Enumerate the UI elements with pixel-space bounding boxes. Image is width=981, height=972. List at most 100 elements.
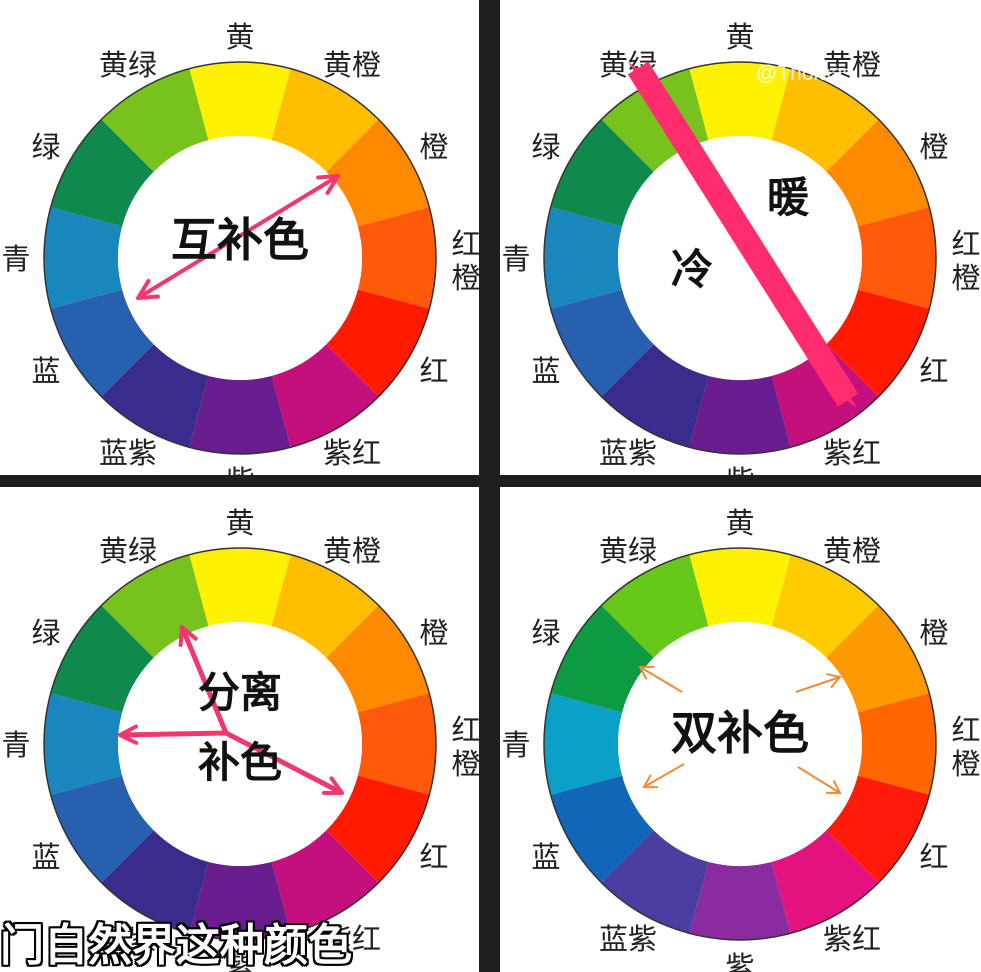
- wheel-segment-qing: [44, 207, 123, 309]
- double-comp-arrow-head-3: [642, 774, 659, 789]
- wheel-outline: [43, 547, 437, 941]
- label-huanglv: 黄绿: [99, 534, 157, 568]
- wheel-segment-qing: [544, 693, 623, 795]
- wheel-segment-hong: [826, 775, 930, 883]
- wheel-segment-hongcheng: [857, 207, 936, 309]
- video-subtitle: 门自然界这种颜色: [0, 920, 352, 971]
- label-hong: 红: [919, 840, 948, 874]
- double-comp-arrow-2: [795, 676, 841, 693]
- complementary-arrow-line: [136, 174, 340, 300]
- wheel-center: [618, 622, 862, 866]
- label-huangcheng: 黄橙: [823, 48, 881, 82]
- label-hongcheng: 红橙: [451, 227, 479, 295]
- wheel-segment-hongcheng: [857, 693, 936, 795]
- label-zihong: 紫红: [323, 436, 381, 470]
- label-lan: 蓝: [32, 840, 61, 874]
- wheel-segment-cheng: [326, 119, 430, 227]
- label-lan: 蓝: [532, 840, 561, 874]
- wheel-segment-zi: [189, 861, 291, 940]
- wheel-segment-lv: [50, 119, 154, 227]
- wheel-segment-hongcheng: [357, 693, 436, 795]
- wheel-outline: [543, 61, 937, 455]
- label-qing: 青: [501, 242, 530, 276]
- wheel-segment-lanzi: [601, 830, 709, 934]
- label-hongcheng: 红橙: [451, 713, 479, 781]
- wheel-segment-hong: [326, 289, 430, 397]
- wheel-segment-zihong: [271, 344, 379, 448]
- wheel-segment-hong: [326, 775, 430, 883]
- panel-double-complementary: 黄黄橙橙红橙红紫红紫 蓝紫 蓝 青 绿 黄绿 双补色: [500, 487, 981, 972]
- label-hongcheng: 红橙: [951, 227, 980, 295]
- double-comp-arrow-1: [639, 666, 683, 693]
- label-zi: 紫: [225, 950, 254, 972]
- arrow-head-blue: [136, 278, 160, 300]
- wheel-segment-zi: [189, 375, 291, 454]
- center-label-warm: 暖: [767, 173, 810, 222]
- panel-warm-cool: 黄黄橙橙红橙红紫红紫蓝紫蓝青绿黄绿暖冷: [500, 0, 981, 475]
- label-lv: 绿: [32, 616, 61, 650]
- label-lv: 绿: [32, 130, 61, 164]
- label-lanzi: 蓝紫: [99, 922, 157, 956]
- wheel-segment-lanzi: [101, 830, 209, 934]
- wheel-segment-lanzi: [101, 344, 209, 448]
- label-lanzi: 蓝紫: [599, 436, 657, 470]
- label-hong: 红: [419, 840, 448, 874]
- double-comp-arrow-4: [797, 766, 841, 794]
- label-huanglv: 黄绿: [99, 48, 157, 82]
- label-lanzi: 蓝紫: [599, 922, 657, 956]
- center-label-split-line1: 分离: [198, 668, 282, 717]
- label-lv: 绿: [532, 616, 561, 650]
- wheel-outline: [43, 61, 437, 455]
- wheel-segment-zihong: [771, 830, 879, 934]
- double-comp-arrow-head-2: [826, 673, 842, 689]
- center-label-complementary: 互补色: [171, 213, 309, 267]
- wheel-segment-huangcheng: [271, 554, 379, 658]
- label-huangcheng: 黄橙: [823, 534, 881, 568]
- label-lan: 蓝: [32, 354, 61, 388]
- split-arrow-yellow-green: [179, 626, 229, 734]
- wheel-segment-lan: [550, 775, 654, 883]
- label-zi: 紫: [725, 464, 754, 475]
- wheel-segment-huangcheng: [771, 68, 879, 172]
- wheel-segment-huangcheng: [771, 554, 879, 658]
- label-qing: 青: [501, 728, 530, 762]
- split-arrow-yellow-green-head: [178, 625, 198, 647]
- wheel-segment-huang: [189, 548, 291, 627]
- label-qing: 青: [1, 728, 30, 762]
- wheel-segment-zihong: [771, 344, 879, 448]
- label-zihong: 紫红: [323, 922, 381, 956]
- wheel-segment-lan: [50, 289, 154, 397]
- wheel-segment-lv: [50, 605, 154, 713]
- label-huang: 黄: [725, 506, 754, 540]
- wheel-outline: [543, 547, 937, 941]
- split-arrow-red: [224, 730, 344, 796]
- wheel-segment-lanzi: [601, 344, 709, 448]
- split-arrow-cyan-head: [118, 724, 139, 745]
- wheel-segment-huang: [689, 61, 791, 141]
- label-cheng: 橙: [419, 130, 448, 164]
- wheel-segment-zi: [689, 375, 791, 454]
- label-hongcheng: 红橙: [951, 713, 980, 781]
- double-comp-arrow-3: [643, 763, 685, 788]
- label-cheng: 橙: [919, 130, 948, 164]
- label-huangcheng: 黄橙: [323, 48, 381, 82]
- double-comp-arrow-head-1: [638, 665, 655, 680]
- wheel-segment-hongcheng: [357, 207, 436, 309]
- split-arrow-cyan: [119, 730, 227, 738]
- double-comp-arrow-head-4: [825, 780, 842, 795]
- label-hong: 红: [419, 354, 448, 388]
- wheel-center: [118, 622, 362, 866]
- label-hong: 红: [919, 354, 948, 388]
- label-lanzi: 蓝紫: [99, 436, 157, 470]
- wheel-segment-huanglv: [601, 554, 709, 658]
- label-lan: 蓝: [532, 354, 561, 388]
- label-lv: 绿: [532, 130, 561, 164]
- wheel-segment-cheng: [326, 605, 430, 713]
- center-label-cool: 冷: [671, 245, 713, 294]
- center-label-double: 双补色: [671, 706, 809, 760]
- wheel-segment-lan: [550, 289, 654, 397]
- wheel-segment-cheng: [826, 605, 930, 713]
- wheel-segment-lan: [50, 775, 154, 883]
- watermark-logo: 自然之色: [847, 9, 975, 42]
